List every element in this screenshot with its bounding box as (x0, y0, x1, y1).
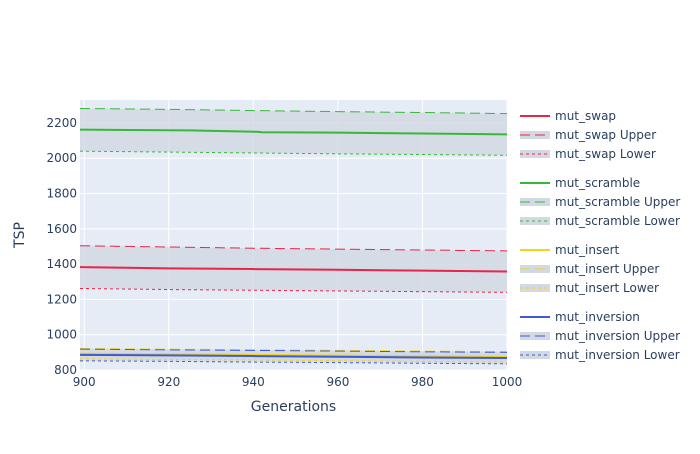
legend-label: mut_scramble (555, 176, 640, 190)
legend-label: mut_insert Lower (555, 281, 659, 295)
y-tick-label: 800 (54, 363, 77, 377)
legend-item[interactable]: mut_inversion Lower (520, 348, 680, 362)
y-tick-label: 1200 (46, 292, 77, 306)
series-line-mut_insert-lower (79, 358, 508, 363)
x-tick-label: 960 (326, 375, 349, 389)
y-tick-label: 2000 (46, 151, 77, 165)
legend-label: mut_swap (555, 109, 616, 123)
series-line-mut_swap (79, 266, 508, 273)
legend-item[interactable]: mut_scramble Lower (520, 214, 680, 228)
x-tick-label: 940 (242, 375, 265, 389)
y-axis-title: TSP (12, 222, 28, 249)
series-line-mut_inversion (79, 353, 508, 359)
legend[interactable]: mut_swap mut_swap Upper mut_swap Lower mut_… (520, 109, 680, 362)
series-line-mut_insert (79, 352, 508, 358)
legend-label: mut_inversion Lower (555, 348, 680, 362)
y-tick-labels: 800 1000 1200 1400 1600 1800 2000 2200 (46, 116, 77, 377)
x-tick-label: 900 (73, 375, 96, 389)
legend-label: mut_scramble Upper (555, 195, 680, 209)
legend-label: mut_inversion Upper (555, 329, 680, 343)
series-line-mut_insert-upper (79, 347, 508, 353)
x-tick-labels: 900 920 940 960 980 1000 (73, 375, 522, 389)
legend-label: mut_swap Upper (555, 128, 656, 142)
legend-item[interactable]: mut_swap (520, 109, 616, 123)
legend-item[interactable]: mut_inversion Upper (520, 329, 680, 343)
series-line-mut_inversion-lower (79, 360, 508, 365)
y-tick-label: 1400 (46, 257, 77, 271)
legend-label: mut_scramble Lower (555, 214, 680, 228)
legend-label: mut_swap Lower (555, 147, 656, 161)
series-line-mut_inversion-upper (79, 348, 508, 353)
y-tick-label: 2200 (46, 116, 77, 130)
legend-item[interactable]: mut_swap Upper (520, 128, 656, 142)
x-tick-label: 980 (411, 375, 434, 389)
legend-item[interactable]: mut_swap Lower (520, 147, 656, 161)
series-line-mut_swap-upper (79, 245, 508, 252)
y-tick-label: 1800 (46, 187, 77, 201)
x-axis-title: Generations (251, 399, 336, 415)
legend-label: mut_insert (555, 243, 620, 257)
series-line-mut_scramble-upper (79, 107, 508, 115)
legend-item[interactable]: mut_insert Upper (520, 262, 659, 276)
legend-label: mut_insert Upper (555, 262, 659, 276)
x-tick-label: 1000 (492, 375, 523, 389)
y-tick-label: 1600 (46, 222, 77, 236)
legend-item[interactable]: mut_scramble Upper (520, 195, 680, 209)
legend-item[interactable]: mut_insert (520, 243, 620, 257)
x-tick-label: 920 (157, 375, 180, 389)
series-line-mut_swap-lower (79, 287, 508, 293)
series-line-mut_scramble-lower (79, 150, 508, 156)
legend-item[interactable]: mut_inversion (520, 310, 640, 324)
series-line-mut_scramble (79, 128, 508, 136)
legend-item[interactable]: mut_scramble (520, 176, 640, 190)
legend-item[interactable]: mut_insert Lower (520, 281, 659, 295)
legend-label: mut_inversion (555, 310, 640, 324)
y-tick-label: 1000 (46, 328, 77, 342)
series-lines (79, 107, 508, 365)
